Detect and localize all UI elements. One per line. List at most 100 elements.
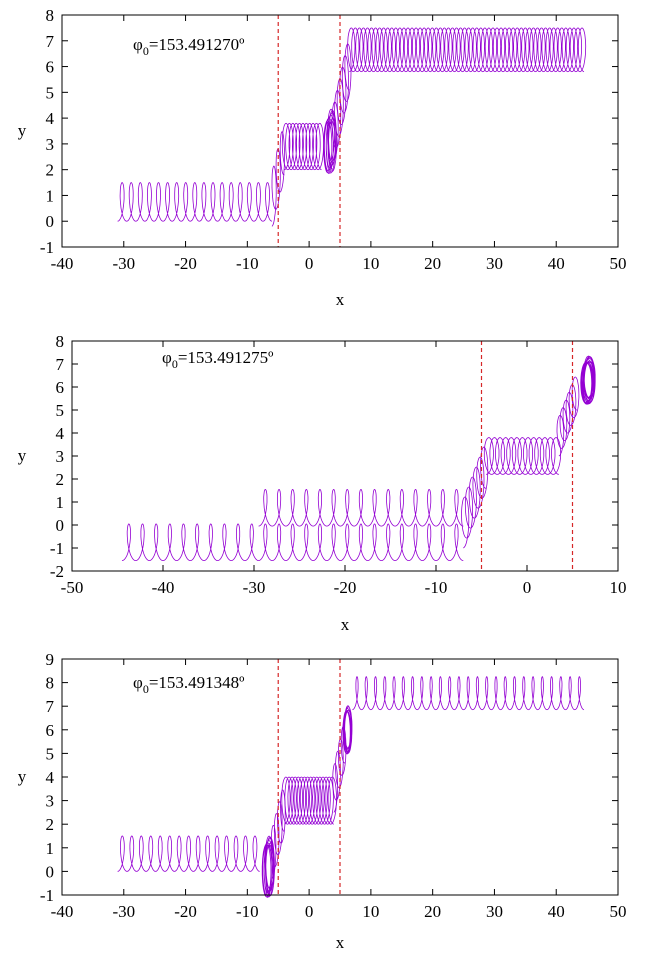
annotation-value: =153.491270º <box>149 35 245 54</box>
y-tick-label: 1 <box>56 493 65 512</box>
y-tick-label: 5 <box>46 83 55 102</box>
trajectory-segment <box>342 705 353 755</box>
y-axis-ticks: -2 -1 0 1 2 3 4 5 6 7 8 <box>50 332 618 581</box>
trajectory-series <box>117 27 587 227</box>
x-tick-label: 0 <box>305 254 314 273</box>
x-tick-label: -30 <box>112 902 135 921</box>
x-tick-label: -10 <box>236 254 259 273</box>
y-tick-label: 1 <box>46 839 55 858</box>
y-tick-label: 2 <box>46 815 55 834</box>
trajectory-segment <box>556 376 580 457</box>
y-tick-label: 7 <box>46 32 55 51</box>
y-tick-label: 6 <box>56 378 65 397</box>
y-tick-label: -2 <box>50 562 64 581</box>
y-tick-label: 3 <box>46 135 55 154</box>
y-tick-label: 2 <box>56 470 65 489</box>
x-tick-label: -10 <box>236 902 259 921</box>
trajectory-segment <box>281 122 325 171</box>
x-tick-label: -30 <box>112 254 135 273</box>
y-tick-label: 3 <box>46 792 55 811</box>
y-axis-label: y <box>18 767 27 786</box>
phi-annotation: φ0=153.491270º <box>133 35 244 58</box>
trajectory-segment <box>117 835 260 872</box>
phi-annotation: φ0=153.491348º <box>133 673 244 696</box>
x-tick-label: 10 <box>362 254 379 273</box>
y-tick-label: 0 <box>46 212 55 231</box>
x-tick-label: -20 <box>174 254 197 273</box>
trajectory-segment <box>261 835 275 898</box>
boundary-lines <box>277 659 341 895</box>
y-tick-label: 8 <box>46 674 55 693</box>
trajectory-segment <box>461 446 489 549</box>
y-tick-label: -1 <box>40 886 54 905</box>
y-tick-label: 6 <box>46 721 55 740</box>
y-tick-label: -1 <box>50 539 64 558</box>
x-tick-label: -50 <box>61 578 84 597</box>
x-tick-label: 10 <box>362 902 379 921</box>
trajectory-segment <box>117 182 273 222</box>
boundary-lines <box>480 341 574 571</box>
y-tick-label: 0 <box>56 516 65 535</box>
x-tick-label: 40 <box>548 254 565 273</box>
x-tick-label: 40 <box>548 902 565 921</box>
x-tick-label: -30 <box>243 578 266 597</box>
y-tick-label: 5 <box>46 744 55 763</box>
x-tick-label: 20 <box>424 254 441 273</box>
x-tick-label: -40 <box>152 578 175 597</box>
x-axis-ticks: -50 -40 -30 -20 -10 0 10 <box>61 341 627 597</box>
x-tick-label: -40 <box>51 254 74 273</box>
y-axis-label: y <box>18 121 27 140</box>
annotation-symbol: φ <box>133 673 143 692</box>
plot-frame <box>61 14 619 248</box>
boundary-lines <box>277 15 341 247</box>
x-tick-label: 50 <box>610 902 627 921</box>
phi-annotation: φ0=153.491275º <box>162 348 273 371</box>
y-tick-label: 4 <box>46 109 55 128</box>
y-tick-label: 8 <box>56 332 65 351</box>
y-tick-label: -1 <box>40 238 54 257</box>
y-tick-label: 3 <box>56 447 65 466</box>
trajectory-segment <box>580 355 596 405</box>
x-axis-label: x <box>336 290 345 309</box>
y-axis-label: y <box>18 446 27 465</box>
x-axis-label: x <box>341 615 350 634</box>
annotation-symbol: φ <box>133 35 143 54</box>
y-tick-label: 6 <box>46 58 55 77</box>
y-tick-label: 9 <box>46 650 55 669</box>
x-tick-label: 30 <box>486 902 503 921</box>
x-tick-label: 0 <box>523 578 532 597</box>
trajectory-series <box>121 355 596 562</box>
x-tick-label: -10 <box>425 578 448 597</box>
x-tick-label: 50 <box>610 254 627 273</box>
trajectory-segment <box>483 437 561 475</box>
y-tick-label: 2 <box>46 161 55 180</box>
annotation-subscript: 0 <box>143 682 149 696</box>
trajectory-segment <box>323 108 337 174</box>
plot-frame <box>71 340 619 572</box>
y-axis-ticks: -1 0 1 2 3 4 5 6 7 8 <box>40 6 618 257</box>
y-tick-label: 1 <box>46 186 55 205</box>
y-tick-label: 7 <box>56 355 65 374</box>
x-tick-label: -20 <box>174 902 197 921</box>
x-axis-ticks: -40 -30 -20 -10 0 10 20 30 40 50 <box>51 15 627 273</box>
x-tick-label: 20 <box>424 902 441 921</box>
annotation-value: =153.491348º <box>149 673 245 692</box>
annotation-value: =153.491275º <box>178 348 274 367</box>
trajectory-segment <box>347 27 587 73</box>
y-tick-label: 5 <box>56 401 65 420</box>
y-axis-ticks: -1 0 1 2 3 4 5 6 7 8 9 <box>40 650 618 905</box>
y-tick-label: 4 <box>46 768 55 787</box>
x-tick-label: 30 <box>486 254 503 273</box>
x-tick-label: 0 <box>305 902 314 921</box>
x-axis-label: x <box>336 933 345 952</box>
trajectory-segment <box>258 488 464 527</box>
trajectory-series <box>117 676 585 898</box>
x-tick-label: 10 <box>610 578 627 597</box>
annotation-symbol: φ <box>162 348 172 367</box>
x-axis-ticks: -40 -30 -20 -10 0 10 20 30 40 50 <box>51 659 627 921</box>
y-tick-label: 0 <box>46 862 55 881</box>
y-tick-label: 7 <box>46 697 55 716</box>
y-tick-label: 8 <box>46 6 55 25</box>
